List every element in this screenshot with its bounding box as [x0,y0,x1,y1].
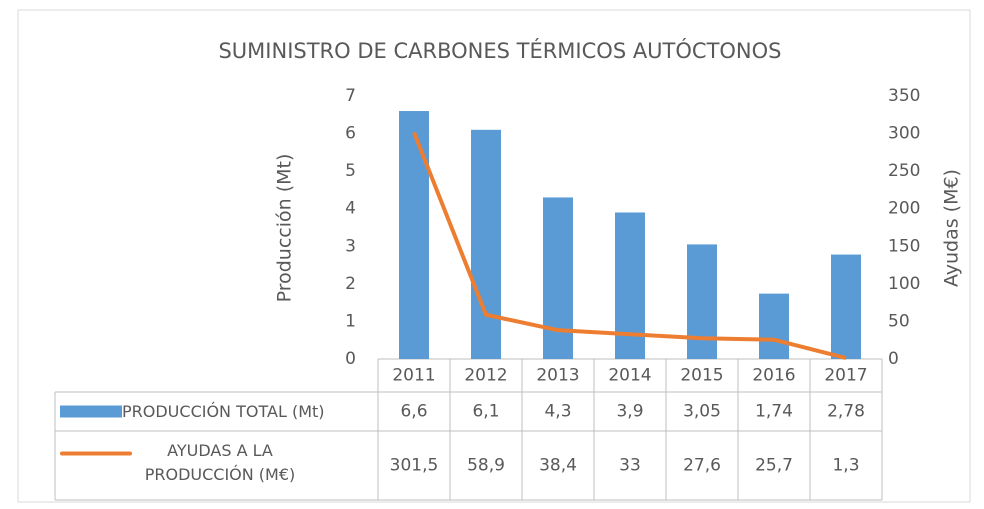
table-value: 25,7 [755,456,793,476]
table-value: 38,4 [539,456,577,476]
table-value: 1,3 [832,456,859,476]
y2-tick-label: 200 [888,199,920,219]
x-tick-label: 2017 [824,366,867,386]
table-value: 4,3 [544,402,571,422]
table-value: 58,9 [467,456,505,476]
line [412,131,847,360]
y-tick-label: 7 [345,86,356,106]
y2-tick-label: 350 [888,86,920,106]
y-tick-label: 0 [345,349,356,369]
y-tick-label: 2 [345,274,356,294]
y-tick-label: 4 [345,199,356,219]
bar [615,212,645,359]
y-tick-label: 1 [345,311,356,331]
chart-title: SUMINISTRO DE CARBONES TÉRMICOS AUTÓCTON… [218,38,781,63]
x-tick-label: 2013 [536,366,579,386]
bar [831,254,861,359]
table-value: 27,6 [683,456,721,476]
y-axis-title: Producción (Mt) [274,154,296,303]
bar [471,129,501,359]
y-tick-label: 3 [345,236,356,256]
table-value: 6,1 [472,402,499,422]
table-value: 301,5 [390,456,439,476]
bar [759,293,789,359]
y2-tick-label: 150 [888,236,920,256]
bar [543,197,573,359]
x-tick-label: 2012 [464,366,507,386]
table-value: 2,78 [827,402,865,422]
bar [399,111,429,360]
y2-axis-title: Ayudas (M€) [941,169,963,287]
y2-tick-label: 0 [888,349,899,369]
x-tick-label: 2014 [608,366,651,386]
legend-label: AYUDAS A LA PRODUCCIÓN (M€) [144,441,296,484]
legend-key [60,405,122,418]
y-tick-label: 5 [345,161,356,181]
table-value: 33 [619,456,641,476]
y2-tick-label: 250 [888,161,920,181]
table-value: 6,6 [400,402,427,422]
x-tick-label: 2016 [752,366,795,386]
table-value: 3,9 [616,402,643,422]
x-tick-label: 2011 [392,366,435,386]
x-tick-label: 2015 [680,366,723,386]
table-value: 1,74 [755,402,793,422]
y-tick-label: 6 [345,124,356,144]
legend-label: PRODUCCIÓN TOTAL (Mt) [122,401,325,421]
y2-tick-label: 100 [888,274,920,294]
table-value: 3,05 [683,402,721,422]
y2-tick-label: 300 [888,124,920,144]
bar [687,244,717,359]
y2-tick-label: 50 [888,311,910,331]
